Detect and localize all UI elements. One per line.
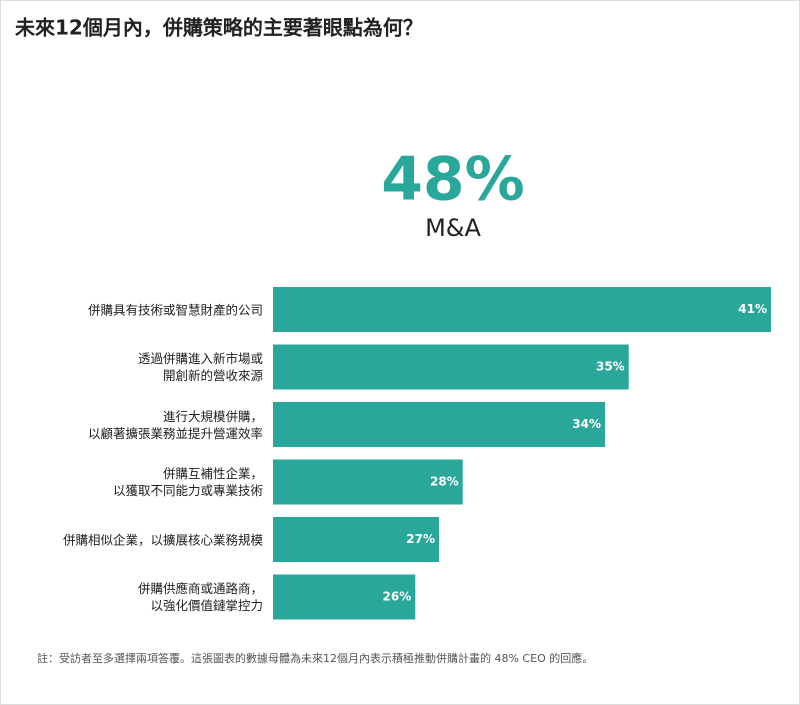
- category-label: 透過併購進入新市場或 開創新的營收來源: [137, 351, 263, 383]
- bar: [273, 287, 771, 332]
- category-label: 併購供應商或通路商， 以強化價值鏈掌控力: [137, 581, 263, 613]
- category-label: 併購具有技術或智慧財產的公司: [87, 302, 263, 317]
- bar: [273, 574, 416, 620]
- headline: 48%: [381, 145, 525, 215]
- headline-label: M&A: [425, 214, 481, 242]
- note: 註：受訪者至多選擇兩項答覆。這張圖表的數據母體為未來12個月內表示積極推動併購計…: [37, 651, 593, 665]
- value-label: 35%: [596, 360, 625, 374]
- bar: [273, 459, 463, 505]
- category-label: 併購互補性企業， 以獲取不同能力或專業技術: [112, 466, 263, 498]
- category-label: 併購相似企業，以擴展核心業務規模: [62, 532, 263, 547]
- category-label: 進行大規模併購， 以顧著擴張業務並提升營運效率: [87, 408, 263, 441]
- value-label: 28%: [430, 475, 459, 489]
- bar: [273, 344, 629, 390]
- value-label: 41%: [738, 302, 767, 316]
- value-label: 26%: [383, 590, 412, 604]
- bar: [273, 402, 605, 447]
- chart-title: 未來12個月內，併購策略的主要著眼點為何？: [15, 16, 423, 40]
- value-label: 27%: [406, 532, 435, 546]
- value-label: 34%: [572, 417, 601, 431]
- bar: [273, 517, 439, 562]
